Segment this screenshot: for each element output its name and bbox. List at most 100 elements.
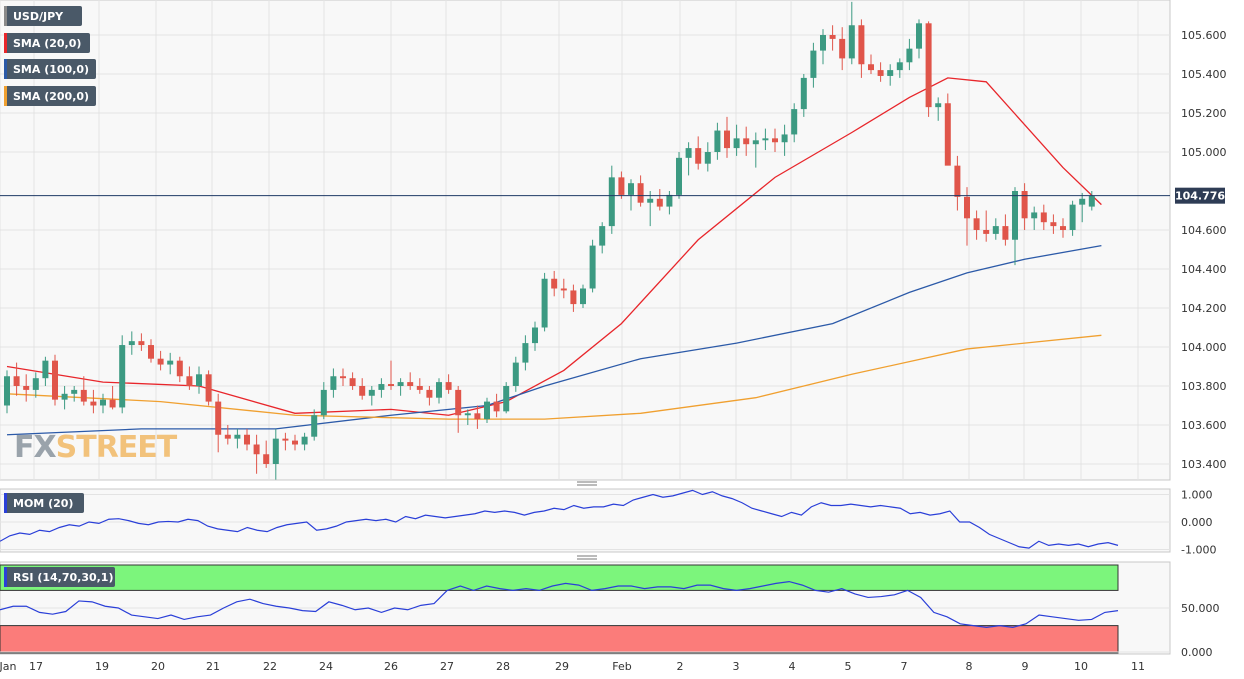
candle-body [954,165,961,197]
candle [474,405,481,429]
candle [541,272,548,332]
candle [858,19,865,78]
candle [1069,200,1076,236]
candle-body [858,25,865,65]
panel-resize-handle-2[interactable] [577,555,597,560]
candle [61,386,68,410]
candle-body [800,77,807,110]
candle [42,356,49,386]
candle-body [244,434,250,445]
candle-body [186,376,193,386]
candle-body [829,35,836,39]
mom-line [0,489,1119,549]
candle-body [215,401,222,435]
candle [1031,206,1038,230]
candle-body [253,444,260,455]
mom-tick-label: -1.000 [1181,544,1216,557]
candle [628,179,634,211]
rsi-tick-label: 0.000 [1181,646,1213,659]
current-price-label: 104.776 [1175,190,1225,203]
candle-body [868,64,874,71]
candle-body [656,198,663,207]
candle [407,372,414,390]
candle [32,372,39,398]
candle [589,239,596,293]
candle-body [1088,195,1095,207]
candle-body [762,138,769,141]
candle [4,370,10,414]
candle-body [647,198,654,203]
candle-body [340,376,346,379]
candle-body [608,177,615,227]
legend-swatch-usdjpy [4,6,7,26]
rsi-label: RSI (14,70,30,1) [13,571,113,584]
candle [1021,183,1028,230]
time-tick-label: 9 [1022,660,1029,673]
mom-label-badge[interactable]: MOM (20) [4,493,84,513]
candle [820,29,826,65]
candle-body [733,138,740,149]
candle-body [138,341,145,346]
candle [493,393,500,418]
candle-body [944,103,951,166]
candle-body [80,389,87,402]
candle [301,432,308,451]
candle [954,155,961,211]
mom-panel [0,488,1171,553]
mom-tick-label: 0.000 [1181,516,1213,529]
candle [762,128,769,151]
sma-line-20 [6,77,1102,416]
candle [964,187,970,246]
candle-body [349,378,356,386]
candle-body [906,48,913,63]
candle-body [925,23,932,108]
candle-body [224,434,231,439]
candle-body [1031,212,1038,219]
legend-item-sma20[interactable]: SMA (20,0) [4,33,90,53]
candle [90,389,97,414]
candle-body [714,130,721,152]
candle [436,378,442,404]
candle [1040,204,1047,230]
candle [282,432,289,451]
legend-label-sma200: SMA (200,0) [13,90,89,103]
candle [330,368,337,398]
candle [234,428,241,449]
candle-body [877,70,884,76]
candle [23,374,30,402]
legend-item-sma100[interactable]: SMA (100,0) [4,59,96,79]
candle-body [176,360,183,377]
candle [752,132,759,168]
candle-body [397,382,404,386]
candle [1002,214,1009,246]
candle-body [32,378,39,390]
legend-item-usdjpy[interactable]: USD/JPY [4,6,82,26]
panel-resize-handle[interactable] [577,481,597,486]
current-price-tag-bg [1175,187,1225,204]
candle-body [368,389,375,396]
price-tick-label: 105.000 [1181,146,1227,159]
candle [560,278,567,299]
legend-item-sma200[interactable]: SMA (200,0) [4,86,96,106]
candle-body [407,382,414,386]
candle [772,128,778,152]
candle-body [791,109,798,135]
candle-body [935,103,942,108]
time-tick-label: Feb [612,660,631,673]
candle [100,393,106,414]
candle-body [848,25,855,59]
rsi-label-badge[interactable]: RSI (14,70,30,1) [4,567,115,587]
candle [320,382,327,420]
candle-body [685,148,692,158]
candle [138,333,145,351]
candle-body [205,374,212,402]
candle-body [532,327,538,344]
candle [109,386,116,410]
time-tick-label: 20 [151,660,165,673]
candle [388,360,394,390]
candle [743,126,750,156]
candle-body [455,389,462,416]
candle-body [445,382,452,390]
candle [916,19,922,59]
